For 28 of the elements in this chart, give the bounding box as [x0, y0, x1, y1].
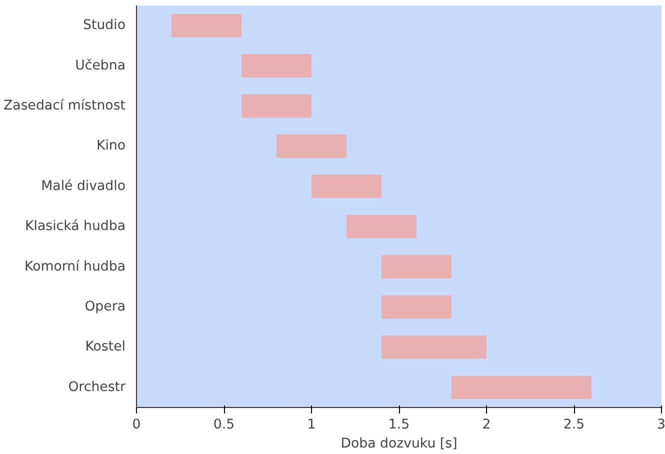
y-tick-label: Klasická hudba: [25, 219, 126, 234]
bar: [276, 134, 346, 158]
x-tick-label: 2: [482, 418, 491, 432]
bar: [382, 255, 452, 278]
y-tick-label: Zasedací místnost: [4, 98, 126, 114]
y-tick-label: Komorní hudba: [24, 259, 126, 274]
bar: [382, 336, 486, 359]
y-tick-label: Orchestr: [68, 380, 126, 395]
x-tick-label: 1: [307, 418, 316, 432]
y-tick-label: Kino: [96, 138, 126, 154]
y-tick-label: Studio: [83, 18, 126, 34]
x-tick-label: 0: [132, 418, 141, 432]
bar: [172, 14, 242, 38]
bar: [242, 54, 312, 78]
bar: [346, 214, 416, 238]
bar: [312, 174, 382, 198]
bar: [382, 295, 452, 319]
x-axis-title: Doba dozvuku [s]: [340, 436, 458, 452]
x-tick-label: 0.5: [213, 418, 235, 432]
y-tick-label: Kostel: [85, 340, 126, 355]
x-tick-label: 2.5: [563, 418, 585, 432]
y-tick-label: Malé divadlo: [41, 178, 126, 194]
x-tick-label: 1.5: [388, 418, 410, 432]
y-tick-label: Učebna: [75, 58, 126, 74]
y-tick-label: Opera: [84, 300, 126, 314]
bar: [242, 94, 312, 118]
bar: [452, 376, 592, 400]
x-tick-label: 3: [657, 418, 665, 432]
